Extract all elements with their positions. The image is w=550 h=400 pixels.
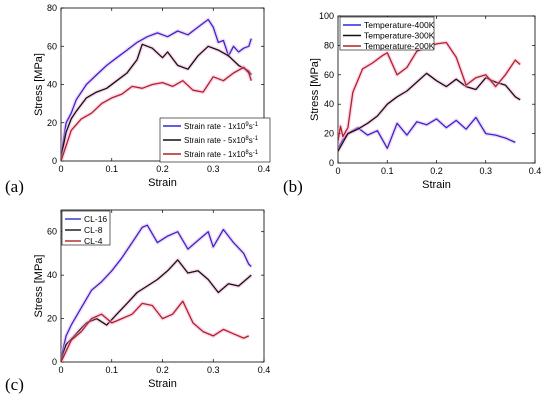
series-line-cl-16 bbox=[61, 224, 252, 358]
x-tick-label: 0.3 bbox=[479, 166, 492, 176]
legend-entry: CL-16 bbox=[84, 214, 107, 224]
x-tick-label: 0 bbox=[335, 166, 340, 176]
x-axis-label: Strain bbox=[148, 378, 177, 390]
chart-panel-c: 0 0.1 0.2 0.3 0.4 0 20 40 60 Strain Stress [MPa] CL… bbox=[33, 209, 271, 390]
legend-entry: Strain rate - 1x108s-1 bbox=[184, 150, 259, 159]
y-tick-label: 40 bbox=[324, 99, 334, 109]
y-tick-label: 80 bbox=[47, 3, 57, 13]
x-axis-label: Strain bbox=[422, 179, 451, 191]
legend-entry: Temperature-300K bbox=[364, 31, 435, 41]
panel-label-b: (b) bbox=[283, 177, 303, 196]
series-line-strain-rate-5x10-s bbox=[61, 43, 252, 158]
y-tick-label: 40 bbox=[47, 270, 57, 280]
series-line-strain-rate-1x10-s bbox=[61, 18, 252, 156]
x-tick-label: 0.2 bbox=[156, 365, 169, 375]
x-tick-label: 0.2 bbox=[156, 164, 169, 174]
y-axis-label: Stress [MPa] bbox=[33, 255, 45, 318]
x-tick-label: 0.1 bbox=[105, 365, 118, 375]
y-tick-label: 20 bbox=[47, 118, 57, 128]
series-line-cl-4 bbox=[61, 300, 250, 362]
chart-panel-b: 0 0.1 0.2 0.3 0.4 0 20 40 60 80 100 Strain Stress [M… bbox=[309, 11, 541, 191]
y-tick-label: 60 bbox=[47, 41, 57, 51]
x-tick-label: 0 bbox=[58, 365, 63, 375]
x-tick-label: 0.4 bbox=[258, 365, 271, 375]
y-tick-label: 20 bbox=[47, 314, 57, 324]
y-tick-label: 0 bbox=[329, 158, 334, 168]
y-tick-label: 20 bbox=[324, 129, 334, 139]
y-tick-label: 80 bbox=[324, 40, 334, 50]
series-line-temperature-200k bbox=[338, 41, 521, 142]
y-tick-label: 0 bbox=[52, 357, 57, 367]
y-tick-label: 100 bbox=[319, 11, 334, 21]
x-tick-label: 0.4 bbox=[529, 166, 542, 176]
legend-entry: Strain rate - 5x108s-1 bbox=[184, 136, 259, 145]
legend-entry: Strain rate - 1x109s-1 bbox=[184, 122, 259, 131]
y-axis-label: Stress [MPa] bbox=[33, 53, 45, 116]
x-tick-label: 0.2 bbox=[430, 166, 443, 176]
panel-label-a: (a) bbox=[5, 177, 24, 196]
panel-label-c: (c) bbox=[5, 375, 24, 394]
legend-entry: CL-8 bbox=[84, 225, 103, 235]
y-tick-label: 40 bbox=[47, 80, 57, 90]
series-line-strain-rate-1x10-s bbox=[61, 66, 252, 161]
y-tick-label: 0 bbox=[52, 156, 57, 166]
y-axis-label: Stress [MPa] bbox=[309, 58, 321, 121]
x-tick-label: 0.3 bbox=[207, 365, 220, 375]
series-line-temperature-300k bbox=[338, 72, 521, 152]
chart-panel-a: 0 0.1 0.2 0.3 0.4 0 20 40 60 80 Strain Stress [MPa]… bbox=[33, 3, 271, 189]
x-tick-label: 0.3 bbox=[207, 164, 220, 174]
x-tick-label: 0.4 bbox=[258, 164, 271, 174]
legend-box bbox=[339, 16, 435, 51]
legend: Temperature-400KTemperature-300KTemperat… bbox=[339, 16, 435, 51]
y-tick-label: 60 bbox=[47, 227, 57, 237]
legend: Strain rate - 1x109s-1 Strain rate - 5x10… bbox=[159, 117, 271, 163]
x-tick-label: 0.1 bbox=[105, 164, 118, 174]
legend-box bbox=[61, 210, 111, 246]
legend-entry: CL-4 bbox=[84, 236, 103, 246]
x-axis-label: Strain bbox=[148, 177, 177, 189]
x-tick-label: 0 bbox=[58, 164, 63, 174]
legend-entry: Temperature-200K bbox=[364, 41, 435, 51]
y-tick-label: 60 bbox=[324, 70, 334, 80]
x-tick-label: 0.1 bbox=[381, 166, 394, 176]
legend-entry: Temperature-400K bbox=[364, 20, 435, 30]
